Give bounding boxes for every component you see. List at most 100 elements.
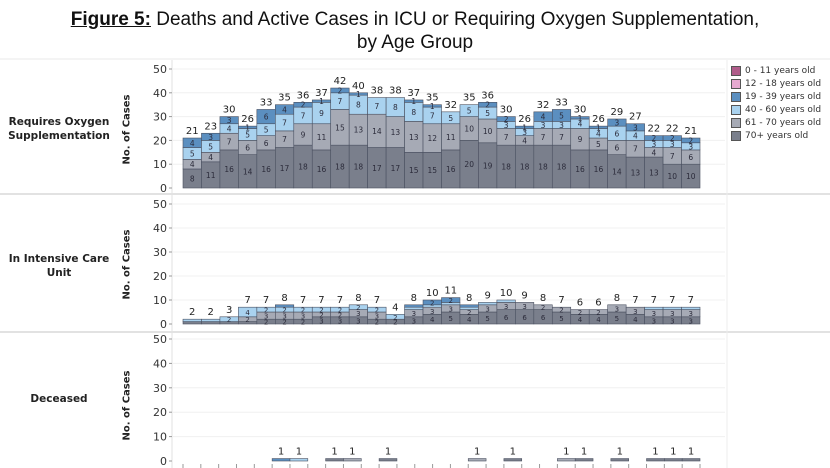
segment-label: 2: [467, 309, 471, 317]
bar-total-label: 1: [652, 447, 658, 458]
segment-label: 6: [264, 139, 269, 148]
segment-label: 1: [356, 90, 361, 99]
segment-label: 2: [301, 319, 305, 327]
segment-label: 10: [464, 125, 474, 134]
bar-total-label: 32: [444, 100, 457, 111]
segment-label: 2: [245, 316, 249, 324]
bar-total-label: 7: [318, 295, 324, 306]
bar-total-label: 7: [669, 295, 675, 306]
segment-label: 2: [393, 319, 397, 327]
bar-total-label: 7: [244, 295, 250, 306]
segment-label: 3: [208, 133, 213, 142]
bar-total-label: 11: [444, 286, 457, 297]
segment-label: 6: [541, 314, 546, 322]
legend-label: 61 - 70 years old: [745, 117, 822, 128]
segment-label: 4: [430, 316, 435, 324]
bar-total-label: 1: [563, 447, 569, 458]
bar-total-label: 1: [331, 447, 337, 458]
segment-label: 4: [596, 129, 601, 138]
y-tick-label: 20: [153, 134, 167, 147]
bar-segment: [459, 306, 479, 310]
segment-label: 4: [245, 309, 250, 317]
segment-label: 2: [282, 319, 286, 327]
segment-label: 2: [578, 309, 582, 317]
y-tick-label: 0: [160, 455, 167, 468]
bar-segment: [478, 302, 498, 306]
segment-label: 6: [688, 153, 693, 162]
segment-label: 18: [520, 163, 530, 172]
segment-label: 6: [615, 144, 620, 153]
segment-label: 4: [522, 136, 527, 145]
segment-label: 3: [633, 308, 637, 316]
segment-label: 20: [464, 160, 474, 169]
segment-label: 3: [485, 305, 489, 313]
y-tick-label: 30: [153, 382, 167, 395]
segment-label: 15: [335, 123, 345, 132]
segment-label: 3: [338, 317, 342, 325]
segment-label: 10: [686, 172, 696, 181]
segment-label: 9: [578, 135, 583, 144]
segment-label: 2: [301, 101, 306, 110]
bar-total-label: 6: [595, 298, 601, 309]
legend-item: 19 - 39 years old: [731, 90, 821, 103]
segment-label: 9: [301, 130, 306, 139]
y-tick-label: 50: [153, 198, 167, 211]
segment-label: 2: [319, 311, 323, 319]
segment-label: 3: [670, 310, 674, 318]
segment-label: 3: [541, 121, 546, 130]
bar-segment: [441, 297, 461, 303]
panel-label-icu: In Intensive Care Unit: [8, 253, 110, 279]
segment-label: 1: [522, 123, 527, 132]
segment-label: 7: [633, 145, 638, 154]
segment-label: 18: [354, 163, 364, 172]
segment-label: 7: [282, 135, 287, 144]
bar-segment: [201, 318, 221, 322]
bar-segment: [404, 99, 424, 103]
y-tick-label: 50: [153, 63, 167, 76]
segment-label: 18: [501, 163, 511, 172]
segment-label: 18: [538, 163, 548, 172]
segment-label: 8: [411, 108, 416, 117]
segment-label: 3: [356, 317, 360, 325]
y-tick-label: 10: [153, 294, 167, 307]
bar-total-label: 7: [651, 295, 657, 306]
panel-label-oxygen: Requires Oxygen Supplementation: [8, 116, 110, 142]
legend-label: 19 - 39 years old: [745, 91, 822, 102]
figure-title: Figure 5: Deaths and Active Cases in ICU…: [0, 8, 830, 54]
segment-label: 18: [298, 163, 308, 172]
segment-label: 1: [245, 123, 250, 132]
segment-label: 5: [264, 126, 269, 135]
segment-label: 3: [670, 140, 675, 149]
segment-label: 7: [670, 152, 675, 161]
bar-total-label: 26: [241, 114, 254, 125]
segment-label: 5: [485, 109, 490, 118]
bar-segment: [325, 458, 344, 462]
bar-total-label: 1: [296, 447, 302, 458]
segment-label: 3: [264, 313, 268, 321]
legend-label: 40 - 60 years old: [745, 104, 822, 115]
segment-label: 3: [522, 303, 526, 311]
legend-label: 12 - 18 years old: [745, 78, 822, 89]
bar-total-label: 35: [278, 93, 291, 104]
bar-total-label: 1: [349, 447, 355, 458]
bar-total-label: 38: [371, 86, 384, 97]
y-tick-label: 40: [153, 357, 167, 370]
bar-total-label: 2: [208, 307, 214, 318]
segment-label: 3: [227, 116, 232, 125]
y-tick-label: 20: [153, 406, 167, 419]
segment-label: 7: [541, 133, 546, 142]
segment-label: 3: [282, 313, 286, 321]
bar-total-label: 3: [226, 305, 232, 316]
segment-label: 19: [483, 161, 493, 170]
segment-label: 4: [282, 105, 287, 114]
bar-segment: [275, 304, 295, 308]
legend-swatch: [731, 130, 741, 141]
segment-label: 2: [596, 309, 600, 317]
segment-label: 1: [596, 123, 601, 132]
segment-label: 6: [522, 314, 527, 322]
segment-label: 6: [245, 144, 250, 153]
segment-label: 2: [448, 297, 452, 305]
segment-label: 3: [670, 317, 674, 325]
y-tick-label: 10: [153, 431, 167, 444]
bar-total-label: 30: [574, 105, 587, 116]
